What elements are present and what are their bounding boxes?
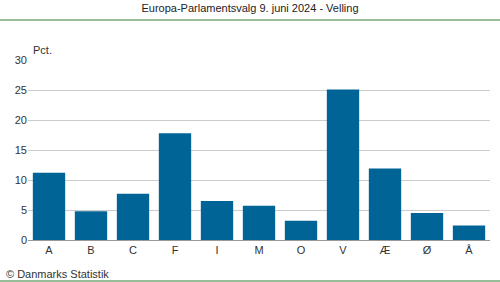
svg-text:30: 30 — [15, 54, 27, 66]
svg-text:M: M — [254, 244, 263, 256]
svg-text:Europa-Parlamentsvalg 9. juni: Europa-Parlamentsvalg 9. juni 2024 - Vel… — [141, 2, 358, 14]
svg-text:B: B — [87, 244, 94, 256]
svg-text:0: 0 — [21, 234, 27, 246]
svg-text:F: F — [172, 244, 179, 256]
svg-text:V: V — [339, 244, 347, 256]
svg-text:Ø: Ø — [423, 244, 432, 256]
svg-text:I: I — [215, 244, 218, 256]
svg-text:O: O — [297, 244, 306, 256]
svg-text:20: 20 — [15, 114, 27, 126]
svg-text:15: 15 — [15, 144, 27, 156]
svg-text:Å: Å — [465, 244, 473, 256]
svg-text:C: C — [129, 244, 137, 256]
svg-text:5: 5 — [21, 204, 27, 216]
svg-text:10: 10 — [15, 174, 27, 186]
svg-text:Pct.: Pct. — [33, 44, 52, 56]
svg-text:A: A — [45, 244, 53, 256]
svg-text:25: 25 — [15, 84, 27, 96]
svg-text:© Danmarks Statistik: © Danmarks Statistik — [6, 268, 109, 280]
svg-text:Æ: Æ — [380, 244, 391, 256]
